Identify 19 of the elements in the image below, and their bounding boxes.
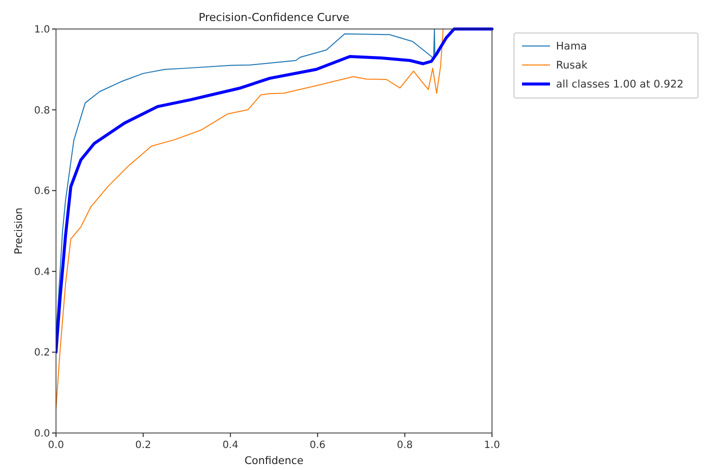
legend-label: Rusak [556,60,588,72]
y-tick-label: 1.0 [34,24,50,36]
chart-title: Precision-Confidence Curve [198,11,350,24]
y-tick-label: 0.0 [34,428,50,440]
x-tick-label: 0.6 [310,440,326,451]
legend-label: Hama [556,40,587,53]
x-tick-label: 0.4 [222,440,238,451]
x-tick-label: 1.0 [484,440,500,451]
x-tick-label: 0.0 [48,440,64,451]
legend-label: all classes 1.00 at 0.922 [556,78,684,91]
y-tick-label: 0.8 [34,105,50,116]
y-tick-label: 0.4 [34,266,50,278]
line-series [56,28,494,354]
x-tick-label: 0.2 [135,440,152,451]
y-tick-label: 0.6 [34,186,50,198]
x-axis-title: Confidence [244,455,304,467]
y-axis-title: Precision [13,208,25,254]
x-tick-label: 0.8 [396,440,413,451]
y-tick-label: 0.2 [34,348,50,359]
